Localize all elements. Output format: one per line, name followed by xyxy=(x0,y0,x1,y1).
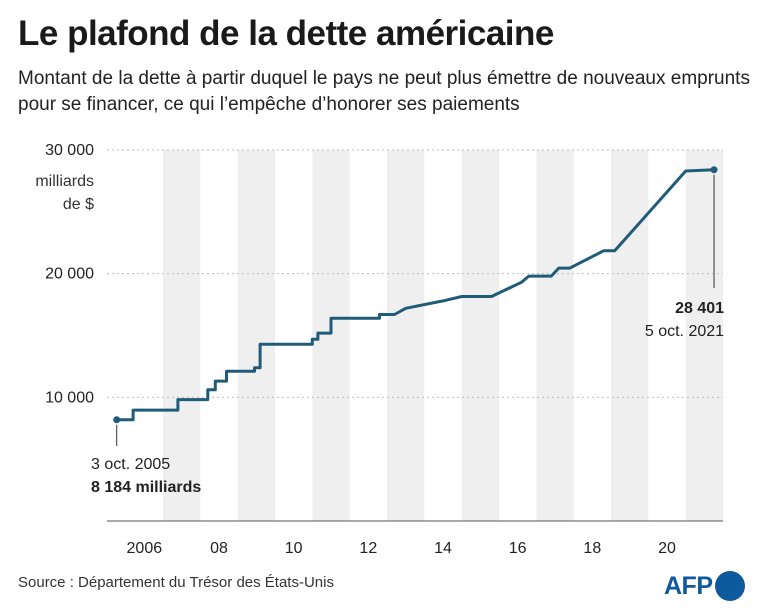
end-date-label: 5 oct. 2021 xyxy=(645,323,724,340)
year-band-2009 xyxy=(237,150,275,521)
x-tick-label-10: 10 xyxy=(285,540,303,557)
x-tick-label-2006: 2006 xyxy=(127,540,163,557)
start-date-label: 3 oct. 2005 xyxy=(91,456,170,473)
year-bands xyxy=(163,150,723,521)
x-tick-labels: 2006 08 10 12 14 16 18 20 xyxy=(127,540,676,557)
y-tick-label-20000: 20 000 xyxy=(45,266,94,283)
y-tick-labels: 10 000 20 000 30 000 xyxy=(45,142,94,406)
chart-subtitle: Montant de la dette à partir duquel le p… xyxy=(18,68,750,115)
year-band-2021 xyxy=(685,150,723,521)
chart-title: Le plafond de la dette américaine xyxy=(18,14,554,53)
x-tick-label-16: 16 xyxy=(509,540,527,557)
x-tick-label-18: 18 xyxy=(583,540,601,557)
start-value-label: 8 184 milliards xyxy=(91,479,201,496)
year-band-2019 xyxy=(611,150,649,521)
x-tick-label-08: 08 xyxy=(210,540,228,557)
year-band-2007 xyxy=(163,150,201,521)
year-band-2017 xyxy=(536,150,574,521)
source-note: Source : Département du Trésor des États… xyxy=(18,574,334,591)
x-tick-label-20: 20 xyxy=(658,540,676,557)
start-point xyxy=(113,416,121,424)
year-band-2013 xyxy=(387,150,425,521)
afp-logo-text: AFP xyxy=(664,571,713,600)
y-unit-label-line1: milliards xyxy=(35,173,94,190)
afp-logo: AFP xyxy=(664,569,745,603)
end-value-label: 28 401 xyxy=(675,300,724,317)
afp-logo-circle-icon xyxy=(714,571,745,601)
y-unit-label-line2: de $ xyxy=(63,196,94,213)
y-tick-label-30000: 30 000 xyxy=(45,142,94,159)
debt-ceiling-line xyxy=(116,168,715,422)
x-tick-label-12: 12 xyxy=(359,540,377,557)
y-tick-label-10000: 10 000 xyxy=(45,389,94,406)
x-tick-label-14: 14 xyxy=(434,540,452,557)
year-band-2015 xyxy=(461,150,499,521)
end-point xyxy=(710,166,718,174)
